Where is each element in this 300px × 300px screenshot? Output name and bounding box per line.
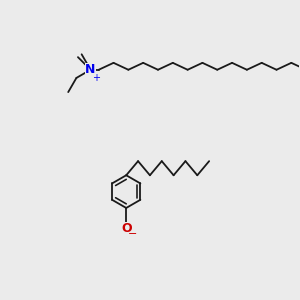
Text: −: − [128,229,137,239]
Text: +: + [92,73,100,83]
Text: N: N [85,63,96,76]
Text: O: O [121,222,131,235]
